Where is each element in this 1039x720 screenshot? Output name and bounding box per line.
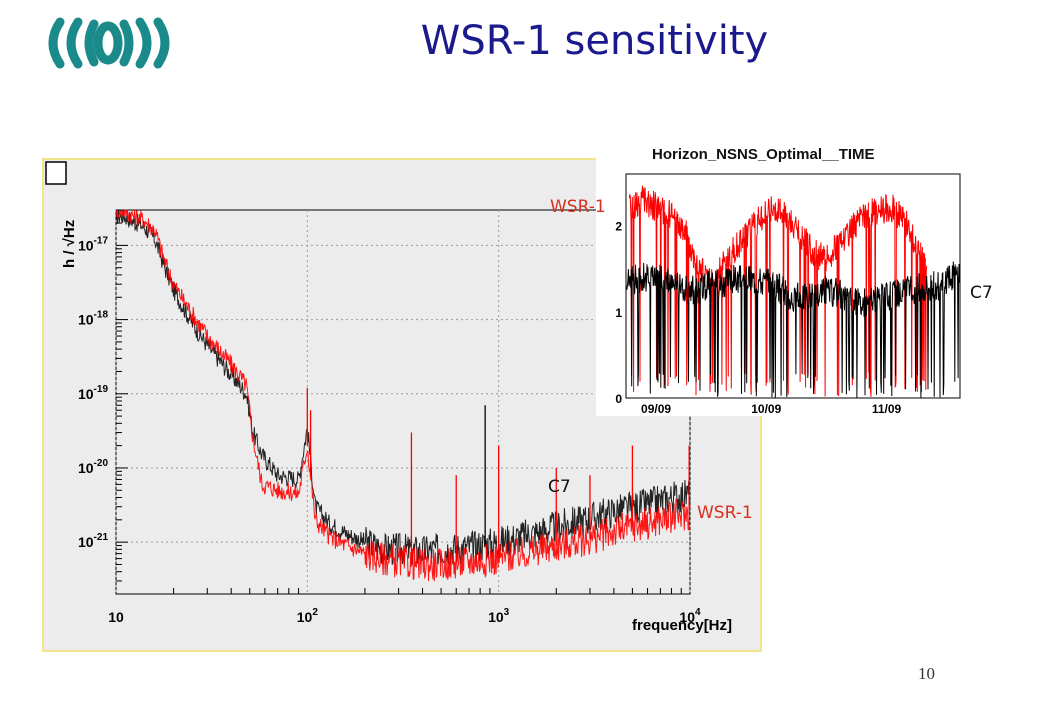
wsr-label-inset: WSR-1 (550, 197, 606, 217)
slide-title: WSR-1 sensitivity (420, 18, 769, 64)
inset-x-tick-label: 11/09 (872, 402, 902, 416)
page-number: 10 (918, 664, 935, 683)
inset-y-tick-label: 1 (615, 306, 622, 320)
c7-label-main: C7 (548, 477, 571, 497)
inset-series-wsr-1-line (628, 185, 928, 397)
virgo-logo-icon (48, 17, 170, 69)
wsr-label-main: WSR-1 (697, 503, 753, 523)
y-axis-label: h / √Hz (61, 220, 78, 268)
x-tick-label: 10 (108, 609, 124, 625)
inset-x-tick-label: 09/09 (641, 402, 671, 416)
virgo-logo (42, 14, 177, 77)
inset-y-tick-label: 0 (615, 392, 622, 406)
c7-label-inset: C7 (970, 283, 993, 303)
frame-corner-box (45, 161, 67, 185)
inset-y-tick-label: 2 (615, 220, 622, 234)
inset-series-c7-line (625, 261, 961, 398)
x-axis-label: frequency[Hz] (632, 617, 732, 634)
series-wsr-1-line (115, 209, 691, 582)
inset-chart-title: Horizon_NSNS_Optimal__TIME (652, 146, 875, 163)
y-axis-label-text: h / √Hz (61, 220, 78, 268)
inset-x-tick-label: 10/09 (751, 402, 781, 416)
